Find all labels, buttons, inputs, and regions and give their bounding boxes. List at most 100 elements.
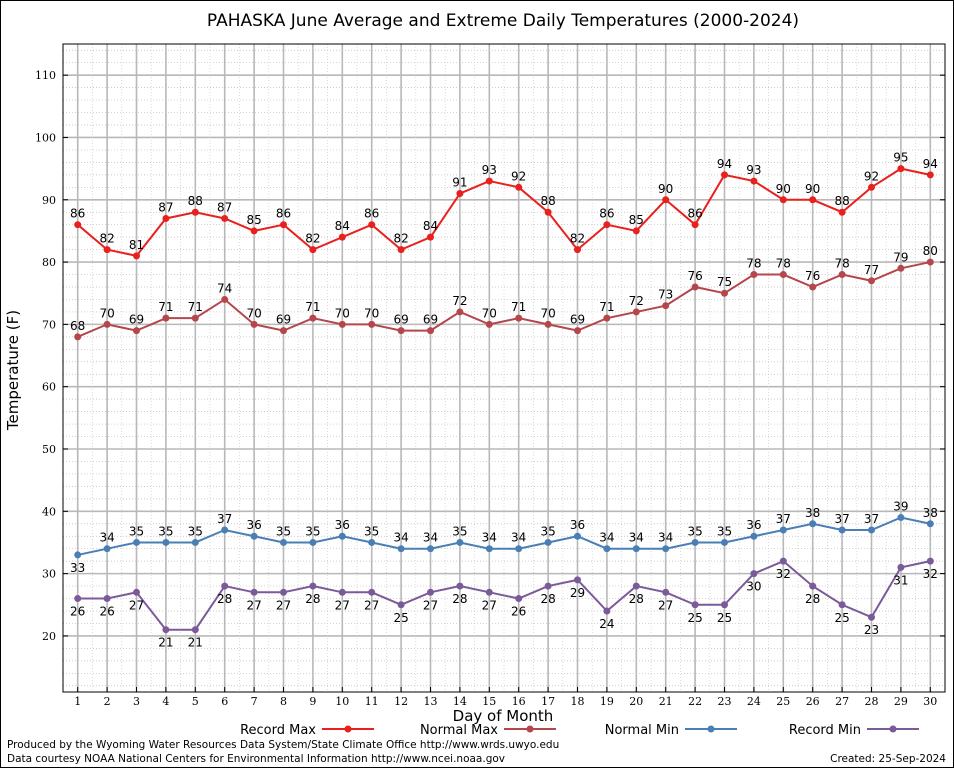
data-label: 90 <box>776 182 791 196</box>
data-label: 76 <box>687 269 702 283</box>
data-label: 27 <box>364 598 379 612</box>
data-point <box>485 320 493 328</box>
data-point <box>368 221 376 229</box>
series-record-max: 86 82 81 87 88 87 85 86 82 84 86 82 84 91 93 92 88 82 86 85… <box>70 151 938 260</box>
data-point <box>544 538 552 546</box>
data-label: 71 <box>158 300 173 314</box>
data-point <box>809 520 817 528</box>
data-point <box>691 538 699 546</box>
legend-label: Normal Min <box>605 723 679 738</box>
data-label: 93 <box>482 163 497 177</box>
data-point <box>574 246 581 254</box>
data-label: 27 <box>658 598 673 612</box>
x-tick-label: 1 <box>74 695 81 708</box>
data-point <box>133 588 140 596</box>
data-label: 33 <box>70 561 85 575</box>
series-line <box>77 559 931 631</box>
data-point <box>397 601 405 609</box>
data-point <box>515 183 523 191</box>
data-point <box>868 613 875 621</box>
data-label: 82 <box>305 232 320 246</box>
data-point <box>338 320 346 328</box>
data-point <box>897 165 905 173</box>
data-label: 70 <box>99 306 114 320</box>
data-point <box>515 545 523 553</box>
data-point <box>838 526 846 534</box>
data-point <box>191 314 199 322</box>
x-tick-label: 7 <box>251 695 258 708</box>
x-tick-label: 22 <box>688 695 702 708</box>
data-point <box>133 538 140 546</box>
legend-swatch-marker <box>889 725 897 733</box>
data-label: 71 <box>188 300 203 314</box>
data-label: 87 <box>217 200 232 214</box>
series-line <box>77 516 931 556</box>
data-label: 70 <box>540 306 555 320</box>
data-point <box>309 314 317 322</box>
x-tick-label: 6 <box>221 695 228 708</box>
data-label: 75 <box>717 275 732 289</box>
data-label: 28 <box>629 592 644 606</box>
data-label: 94 <box>717 157 732 171</box>
data-label: 79 <box>893 250 908 264</box>
data-point <box>809 582 817 590</box>
data-point <box>397 246 405 254</box>
y-tick-label: 100 <box>35 131 56 144</box>
data-label: 71 <box>599 300 614 314</box>
data-point <box>309 538 317 546</box>
data-point <box>74 221 82 229</box>
data-point <box>162 538 170 546</box>
data-label: 27 <box>423 598 438 612</box>
data-label: 70 <box>364 306 379 320</box>
data-label: 69 <box>393 313 408 327</box>
data-label: 35 <box>452 524 467 538</box>
x-tick-label: 16 <box>512 695 526 708</box>
data-label: 87 <box>158 200 173 214</box>
data-label: 36 <box>335 518 350 532</box>
data-label: 78 <box>776 257 791 271</box>
data-label: 35 <box>276 524 291 538</box>
data-point <box>750 570 758 578</box>
data-point <box>485 177 493 185</box>
data-label: 35 <box>687 524 702 538</box>
data-point <box>280 588 287 596</box>
data-point <box>809 283 817 291</box>
data-label: 35 <box>540 524 555 538</box>
data-point <box>868 277 875 285</box>
x-tick-label: 9 <box>309 695 316 708</box>
x-tick-label: 21 <box>659 695 673 708</box>
data-point <box>191 538 199 546</box>
data-point <box>662 196 670 204</box>
data-point <box>103 246 111 254</box>
data-label: 34 <box>599 531 614 545</box>
footer-credit-line1: Produced by the Wyoming Water Resources … <box>7 739 560 751</box>
data-point <box>427 588 434 596</box>
data-point <box>103 545 111 553</box>
footer-credit-line2: Data courtesy NOAA National Centers for … <box>7 753 506 765</box>
data-label: 86 <box>276 207 291 221</box>
data-point <box>191 626 199 634</box>
data-point <box>338 532 346 540</box>
data-label: 35 <box>129 524 144 538</box>
data-label: 30 <box>746 580 761 594</box>
data-point <box>74 333 82 341</box>
data-point <box>74 595 82 603</box>
y-tick-label: 90 <box>42 194 56 207</box>
data-label: 80 <box>923 244 938 258</box>
data-point <box>838 601 846 609</box>
plot-border <box>62 43 946 693</box>
data-label: 34 <box>658 531 673 545</box>
x-tick-label: 11 <box>365 695 379 708</box>
data-label: 85 <box>246 213 261 227</box>
data-point <box>162 626 170 634</box>
data-label: 74 <box>217 281 232 295</box>
data-label: 86 <box>70 207 85 221</box>
data-point <box>809 196 817 204</box>
data-point <box>897 264 905 272</box>
legend-swatch-marker <box>344 725 352 733</box>
x-tick-label: 12 <box>394 695 408 708</box>
data-label: 31 <box>893 573 908 587</box>
data-label: 70 <box>482 306 497 320</box>
